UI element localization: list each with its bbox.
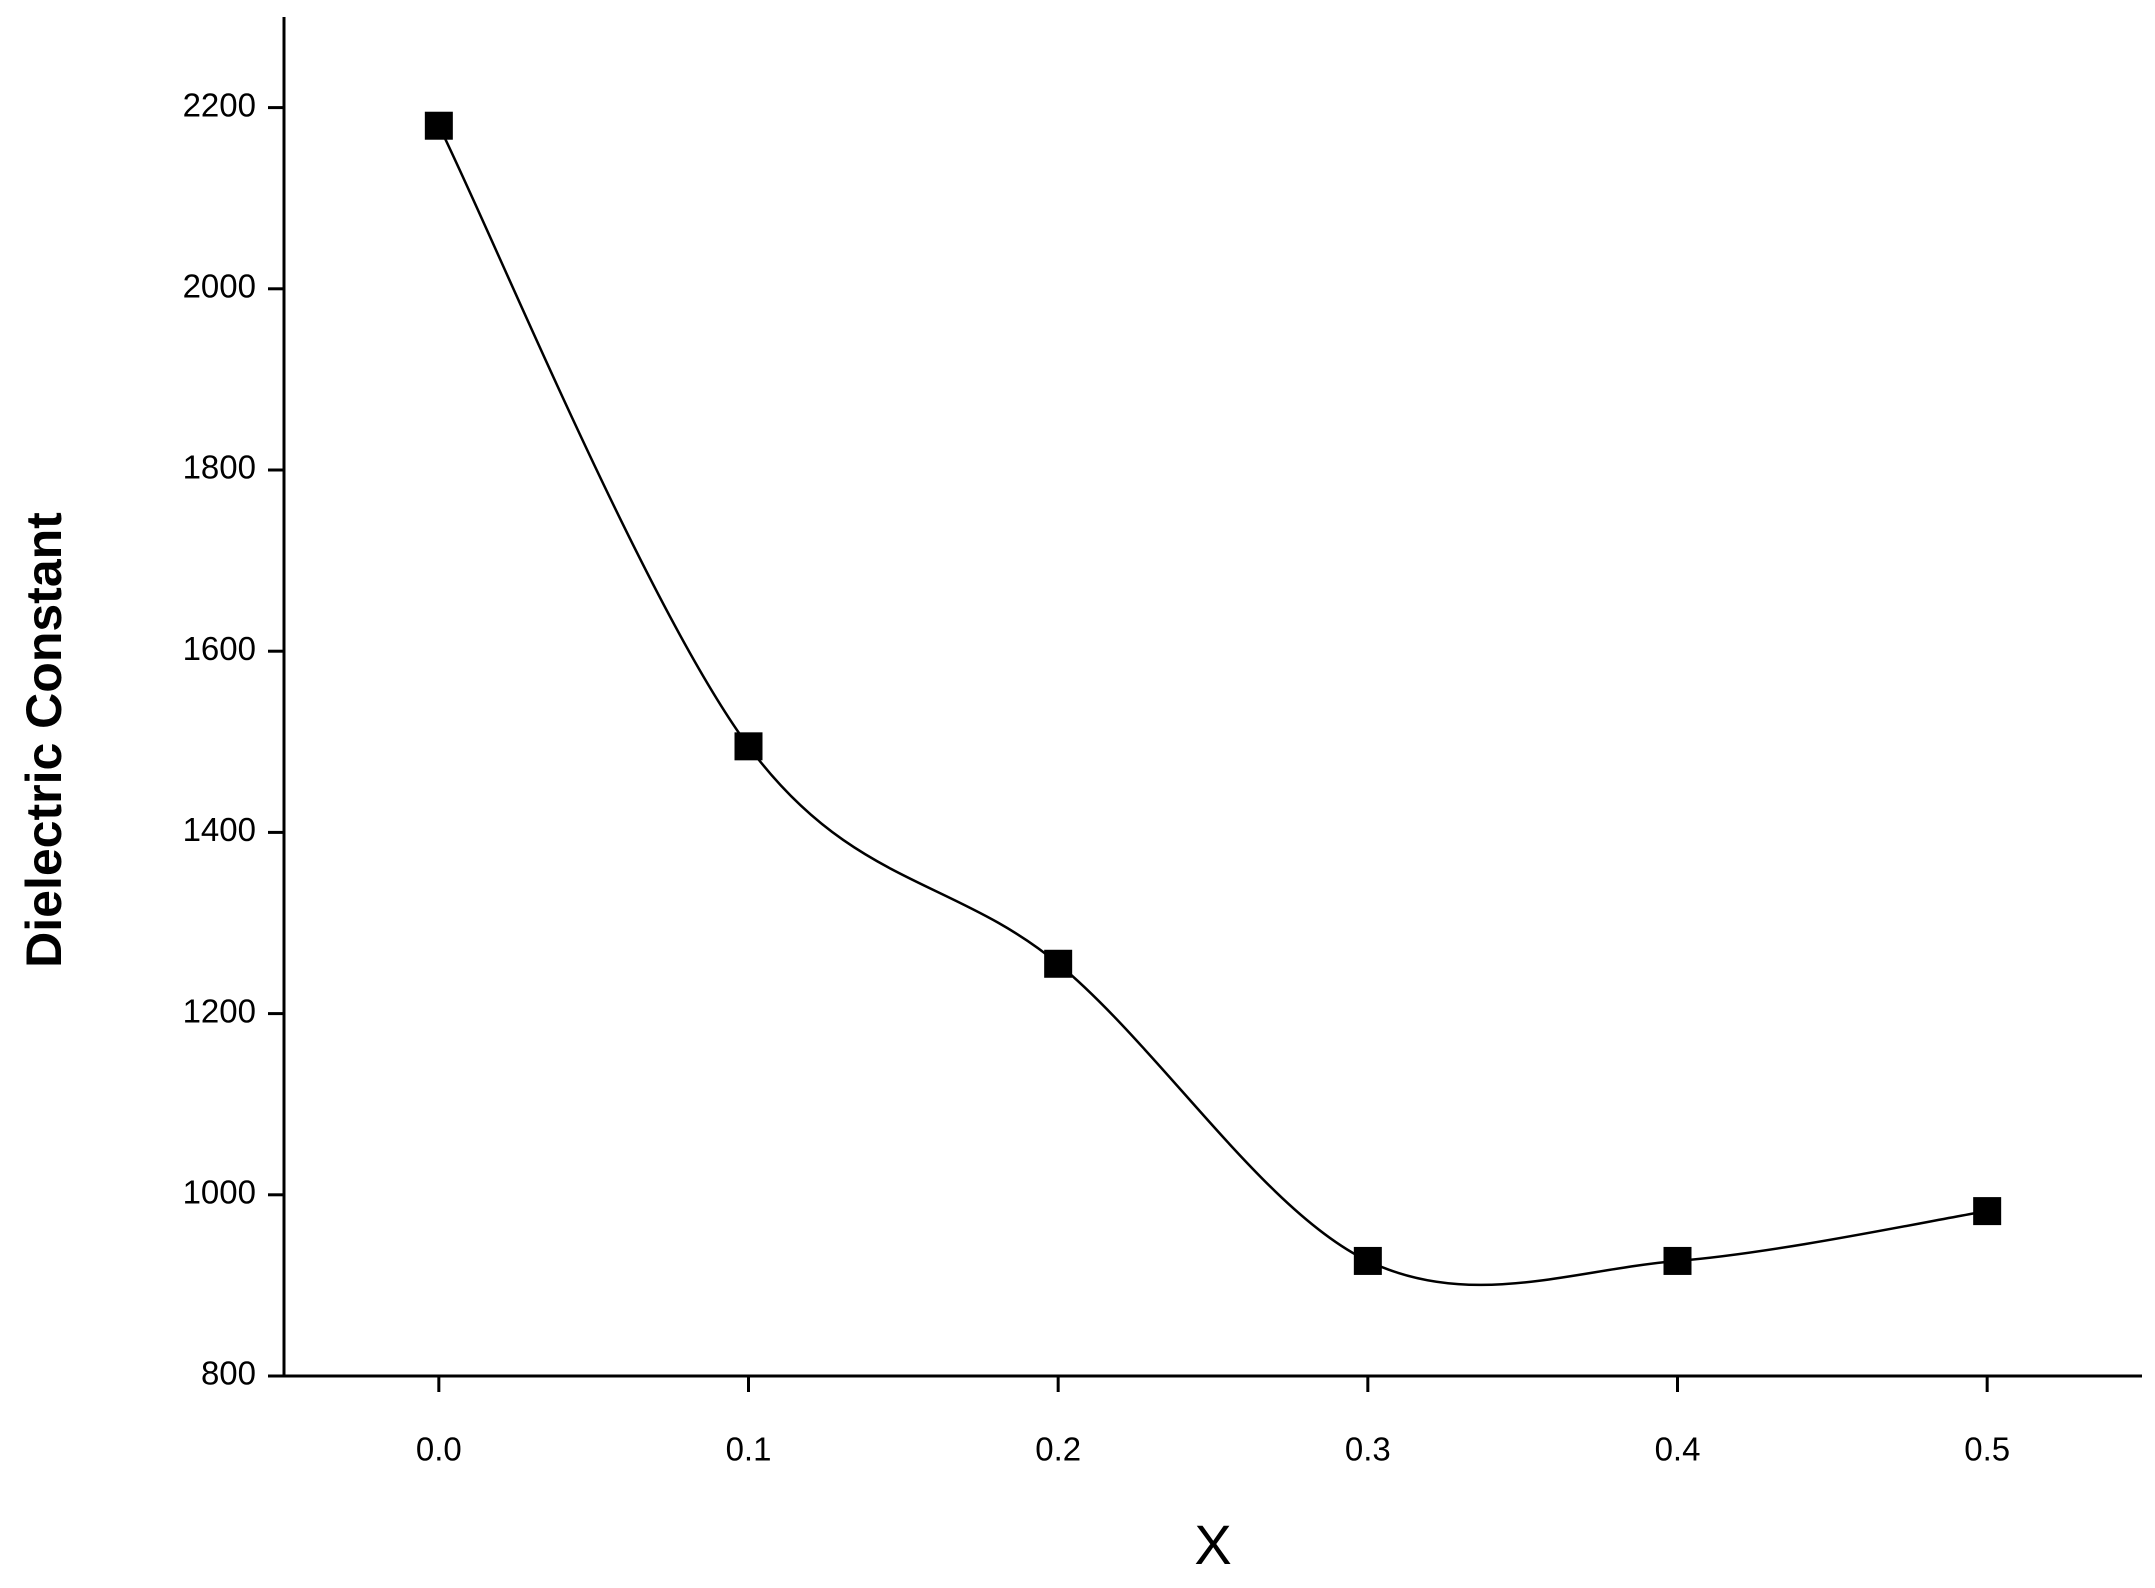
marker bbox=[1353, 1246, 1382, 1275]
x-tick-label: 0.2 bbox=[1035, 1431, 1081, 1468]
y-axis-label: Dielectric Constant bbox=[16, 512, 72, 968]
marker bbox=[1663, 1246, 1692, 1275]
marker bbox=[1044, 949, 1073, 978]
x-tick-label: 0.3 bbox=[1345, 1431, 1391, 1468]
y-tick-label: 1400 bbox=[183, 811, 256, 848]
y-tick-label: 2200 bbox=[183, 86, 256, 123]
series-line bbox=[437, 125, 1988, 1287]
x-tick-label: 0.0 bbox=[416, 1431, 462, 1468]
marker bbox=[424, 111, 453, 140]
marker bbox=[1973, 1197, 2002, 1226]
x-axis-label: X bbox=[1194, 1513, 1231, 1576]
y-tick-label: 1600 bbox=[183, 630, 256, 667]
y-tick-label: 1000 bbox=[183, 1174, 256, 1211]
marker bbox=[734, 732, 763, 761]
x-tick-label: 0.1 bbox=[726, 1431, 772, 1468]
y-tick-label: 2000 bbox=[183, 268, 256, 305]
x-tick-label: 0.4 bbox=[1655, 1431, 1701, 1468]
y-tick-label: 1200 bbox=[183, 992, 256, 1029]
y-tick-label: 1800 bbox=[183, 449, 256, 486]
y-tick-label: 800 bbox=[201, 1355, 256, 1392]
x-tick-label: 0.5 bbox=[1964, 1431, 2010, 1468]
